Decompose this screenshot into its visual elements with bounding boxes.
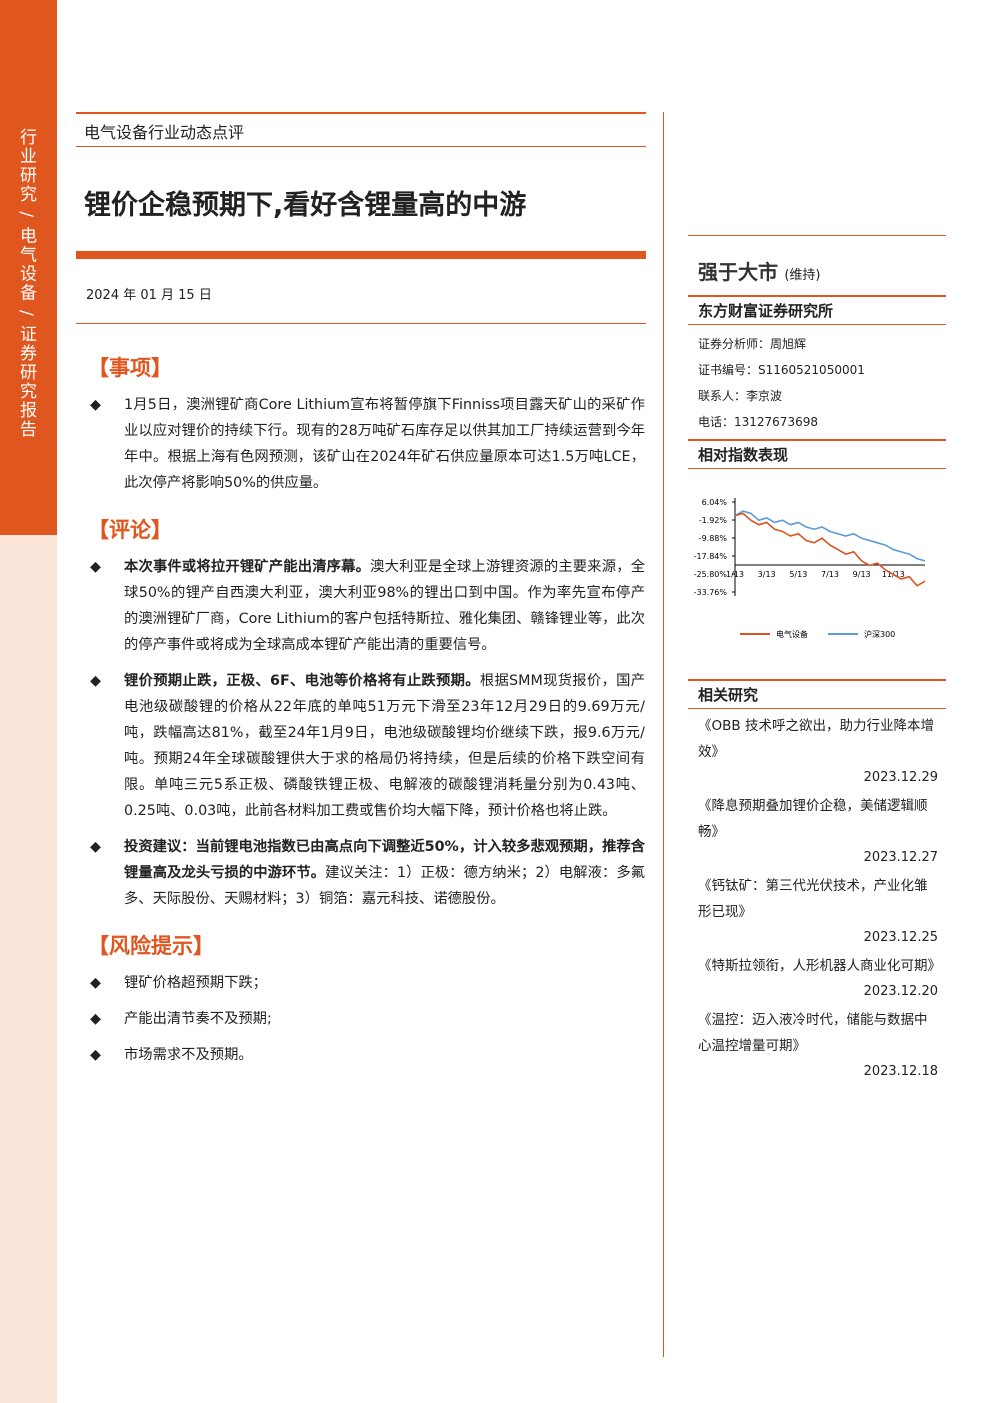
x-tick-label: 7/13 [821, 570, 839, 579]
section: 【评论】本次事件或将拉开锂矿产能出清序幕。澳大利亚是全球上游锂资源的主要来源，全… [80, 514, 645, 912]
section-heading: 【评论】 [88, 518, 172, 542]
lead: 锂价预期止跌，正极、6F、电池等价格将有止跌预期。 [124, 673, 480, 689]
section-heading: 【风险提示】 [88, 934, 214, 958]
series-line [734, 510, 926, 562]
bullet: 锂价预期止跌，正极、6F、电池等价格将有止跌预期。根据SMM现货报价，国产电池级… [80, 668, 645, 824]
section-heading: 【事项】 [88, 356, 172, 380]
related-title: 《钙钛矿：第三代光伏技术，产业化雏形已现》 [698, 878, 928, 920]
right-col: 强于大市 (维持) 东方财富证券研究所 证券分析师：周旭辉证书编号：S11605… [688, 235, 946, 1087]
sidebar-top [0, 0, 57, 535]
related-date: 2023.12.27 [863, 850, 938, 865]
y-tick-label: -9.88% [699, 534, 728, 543]
contact: 证书编号：S1160521050001 [698, 363, 865, 377]
rule [76, 251, 646, 259]
x-tick-label: 3/13 [758, 570, 776, 579]
text: 建议关注：1）正极：德方纳米；2）电解液：多氟多、天际股份、天赐材料；3）铜箔：… [124, 865, 645, 907]
text: 市场需求不及预期。 [124, 1047, 253, 1063]
y-tick-label: -25.80% [694, 570, 728, 579]
related-date: 2023.12.20 [863, 984, 938, 999]
y-tick-label: -1.92% [699, 516, 728, 525]
related-title: 《特斯拉领衔，人形机器人商业化可期》 [698, 958, 941, 974]
sidebar-text: 行业研究 / 电气设备 / 证券研究报告 [16, 128, 36, 440]
text: 锂矿价格超预期下跌； [124, 975, 267, 991]
text: 澳大利亚是全球上游锂资源的主要来源，全球50%的锂产自西澳大利亚，澳大利亚98%… [124, 559, 646, 653]
rule [76, 323, 646, 324]
lead: 投资建议：当前锂电池指数已由高点向下调整近50%，计入较多悲观预期，推荐含锂量高… [124, 839, 645, 881]
contact: 联系人：李京波 [698, 389, 783, 403]
firm: 东方财富证券研究所 [688, 295, 946, 325]
x-tick-label: 1/13 [726, 570, 744, 579]
text: 根据SMM现货报价，国产电池级碳酸锂的价格从22年底的单吨51万元下滑至23年1… [124, 673, 645, 819]
section: 【风险提示】锂矿价格超预期下跌； 产能出清节奏不及预期; 市场需求不及预期。 [80, 930, 645, 1068]
title: 锂价企稳预期下,看好含锂量高的中游 [84, 190, 527, 221]
divider [663, 112, 664, 1357]
related: 《OBB 技术呼之欲出，助力行业降本增效》 2023.12.29 《降息预期叠加锂价… [688, 709, 946, 1085]
y-tick-label: -33.76% [694, 588, 728, 597]
related-title: 《温控：迈入液冷时代，储能与数据中心温控增量可期》 [698, 1012, 928, 1054]
bullet: 本次事件或将拉开锂矿产能出清序幕。澳大利亚是全球上游锂资源的主要来源，全球50%… [80, 554, 645, 658]
related-title: 《OBB 技术呼之欲出，助力行业降本增效》 [698, 718, 934, 760]
legend-label: 沪深300 [864, 629, 895, 639]
y-tick-label: 6.04% [702, 498, 728, 507]
main: 【事项】 1月5日，澳洲锂矿商Core Lithium宣布将暂停旗下Finniss… [80, 352, 645, 1086]
rule [76, 112, 646, 114]
chart: 6.04% -1.92% -9.88% -17.84% -25.80% -33.76% 1/… [694, 498, 926, 639]
series-line [734, 512, 926, 587]
text: 产能出清节奏不及预期; [124, 1011, 272, 1027]
related-title: 《降息预期叠加锂价企稳，美储逻辑顺畅》 [698, 798, 928, 840]
rating: 强于大市 [698, 260, 778, 284]
section: 【事项】 1月5日，澳洲锂矿商Core Lithium宣布将暂停旗下Finniss… [80, 352, 645, 496]
x-tick-label: 9/13 [853, 570, 871, 579]
contact: 电话：13127673698 [698, 415, 818, 429]
legend-label: 电气设备 [776, 629, 808, 639]
contacts: 证券分析师：周旭辉证书编号：S1160521050001 联系人：李京波电话：13… [688, 325, 946, 435]
date: 2024 年 01 月 15 日 [86, 288, 212, 303]
related-date: 2023.12.18 [863, 1064, 938, 1079]
related-title: 相关研究 [688, 679, 946, 709]
x-tick-label: 5/13 [789, 570, 807, 579]
rule [76, 146, 646, 147]
text: 1月5日，澳洲锂矿商Core Lithium宣布将暂停旗下Finniss项目露天… [124, 397, 645, 491]
y-tick-label: -17.84% [694, 552, 728, 561]
related-date: 2023.12.25 [863, 930, 938, 945]
bullet: 市场需求不及预期。 [80, 1042, 645, 1068]
chart-title: 相对指数表现 [688, 439, 946, 469]
rating-note: (维持) [784, 268, 821, 283]
lead: 本次事件或将拉开锂矿产能出清序幕。 [124, 559, 371, 575]
bullet: 产能出清节奏不及预期; [80, 1006, 645, 1032]
bullet: 1月5日，澳洲锂矿商Core Lithium宣布将暂停旗下Finniss项目露天… [80, 392, 645, 496]
contact: 证券分析师：周旭辉 [698, 337, 807, 351]
related-date: 2023.12.29 [863, 770, 938, 785]
category: 电气设备行业动态点评 [84, 123, 245, 142]
bullet: 投资建议：当前锂电池指数已由高点向下调整近50%，计入较多悲观预期，推荐含锂量高… [80, 834, 645, 912]
bullet: 锂矿价格超预期下跌； [80, 970, 645, 996]
